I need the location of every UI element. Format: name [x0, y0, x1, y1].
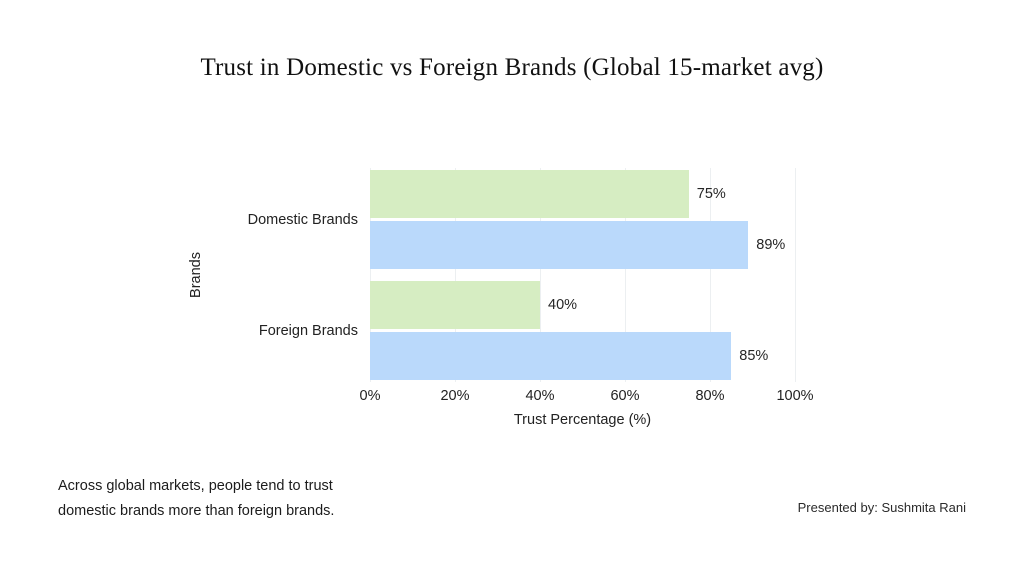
- y-axis-title: Brands: [188, 252, 204, 298]
- y-axis-tick-foreign-brands: Foreign Brands: [258, 323, 358, 339]
- x-axis-tick-100%: 100%: [776, 388, 814, 404]
- x-axis-tick-80%: 80%: [695, 388, 725, 404]
- gridline-0%: [370, 168, 371, 382]
- bar-value-label: 40%: [548, 297, 578, 313]
- page-title: Trust in Domestic vs Foreign Brands (Glo…: [200, 54, 824, 81]
- gridline-40%: [540, 168, 541, 382]
- caption-line: Across global markets, people tend to tr…: [58, 478, 333, 494]
- bar-value-label: 89%: [756, 237, 786, 253]
- bar-domestic-brands-series-blue[interactable]: [370, 221, 749, 269]
- x-axis-tick-0%: 0%: [359, 388, 381, 404]
- gridline-80%: [710, 168, 711, 382]
- x-axis-title: Trust Percentage (%): [513, 412, 652, 428]
- chart-plot-area: 75% 89% 40% 85%: [370, 168, 796, 382]
- x-axis-tick-40%: 40%: [525, 388, 555, 404]
- caption-text: Across global markets, people tend to tr…: [58, 474, 334, 524]
- caption-line: domestic brands more than foreign brands…: [58, 503, 335, 519]
- y-axis-tick-labels: Domestic Brands Foreign Brands: [140, 0, 358, 576]
- bar-value-label: 85%: [739, 348, 769, 364]
- bar-foreign-brands-series-blue[interactable]: [370, 332, 732, 380]
- gridline-100%: [795, 168, 796, 382]
- gridline-60%: [625, 168, 626, 382]
- x-axis-tick-20%: 20%: [440, 388, 470, 404]
- presenter-credit: Presented by: Sushmita Rani: [797, 500, 966, 515]
- gridline-20%: [455, 168, 456, 382]
- bar-value-label: 75%: [696, 186, 726, 202]
- bar-foreign-brands-series-green[interactable]: [370, 281, 540, 329]
- bar-domestic-brands-series-green[interactable]: [370, 170, 689, 218]
- x-axis-tick-60%: 60%: [610, 388, 640, 404]
- y-axis-tick-domestic-brands: Domestic Brands: [247, 212, 358, 228]
